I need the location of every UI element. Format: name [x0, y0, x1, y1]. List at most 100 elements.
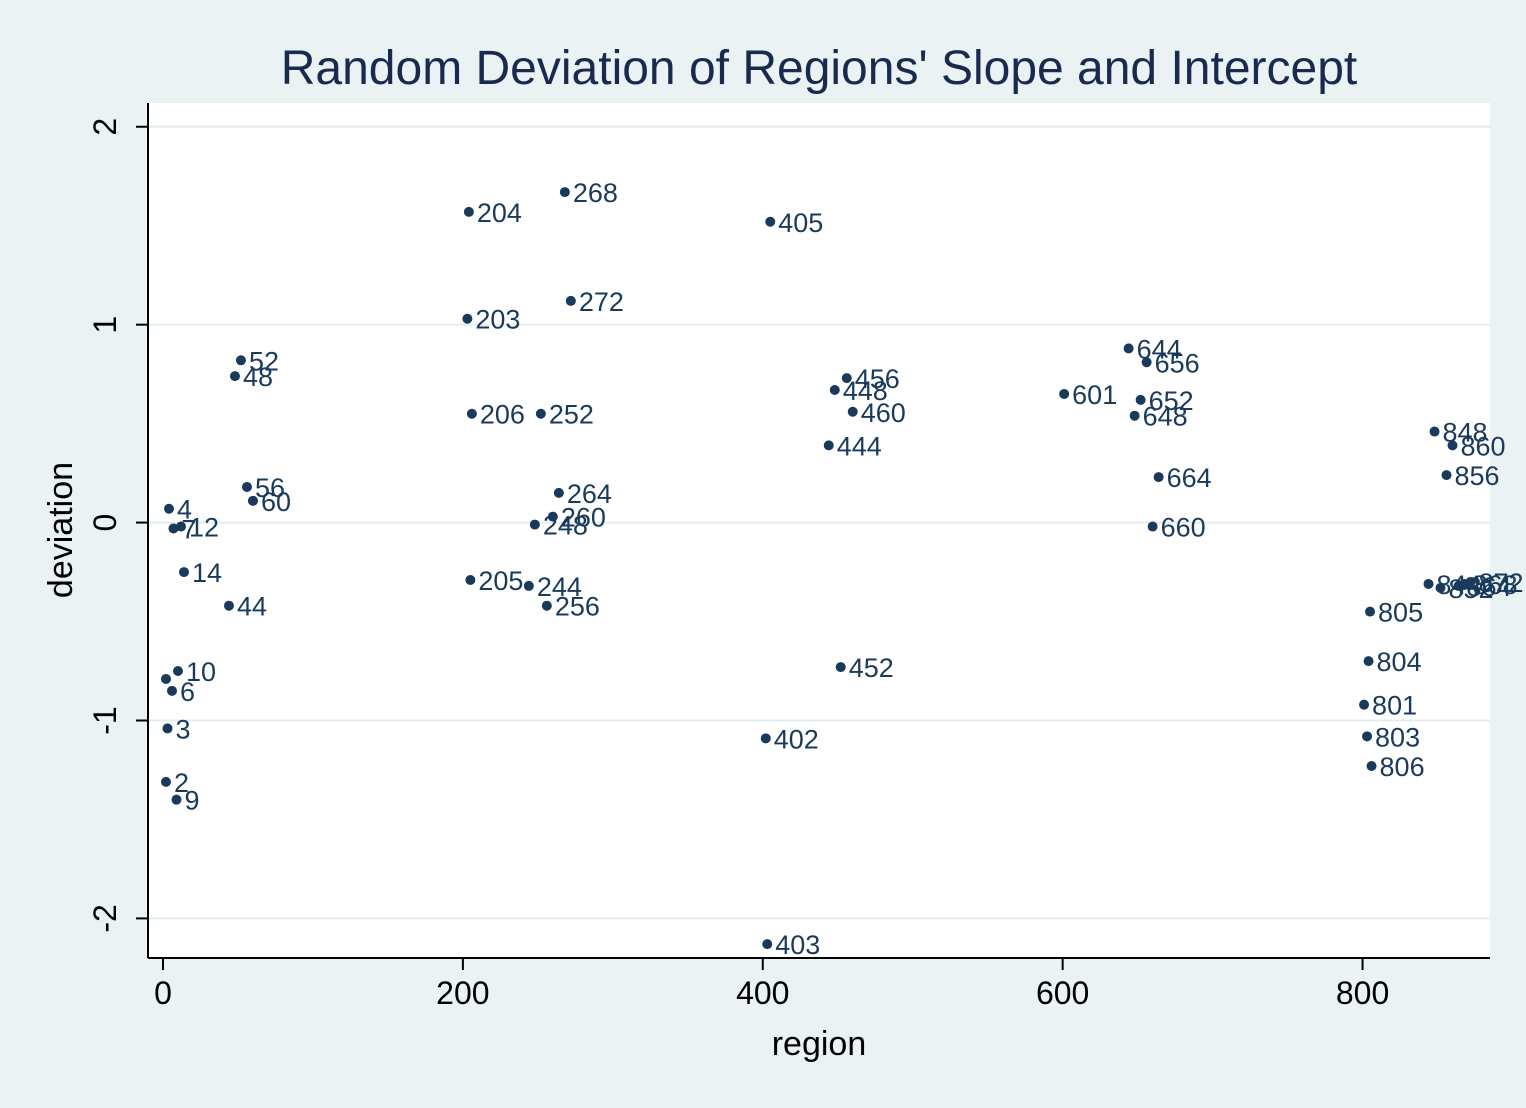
- data-point: [762, 939, 773, 950]
- y-tick-label: -1: [87, 706, 123, 734]
- data-label: 4: [177, 495, 192, 525]
- y-axis-label: deviation: [42, 462, 80, 598]
- data-label: 6: [180, 677, 195, 707]
- x-tick-label: 400: [736, 975, 789, 1011]
- data-label: 648: [1143, 402, 1188, 432]
- data-point: [553, 487, 564, 498]
- data-label: 405: [778, 208, 823, 238]
- data-point: [235, 355, 246, 366]
- data-label: 652: [1149, 386, 1194, 416]
- data-label: 856: [1455, 461, 1500, 491]
- data-label: 601: [1072, 380, 1117, 410]
- data-label: 860: [1461, 431, 1506, 461]
- data-label: 56: [255, 473, 285, 503]
- data-point: [162, 723, 173, 734]
- data-point: [1465, 576, 1476, 587]
- data-point: [1129, 410, 1140, 421]
- data-point: [229, 371, 240, 382]
- data-point: [171, 794, 182, 805]
- data-point: [178, 567, 189, 578]
- y-tick-label: 2: [87, 118, 123, 136]
- data-point: [465, 574, 476, 585]
- data-label: 801: [1372, 691, 1417, 721]
- data-point: [241, 481, 252, 492]
- data-point: [247, 495, 258, 506]
- data-label: 804: [1377, 647, 1422, 677]
- data-label: 452: [849, 653, 894, 683]
- data-label: 204: [477, 198, 522, 228]
- data-point: [163, 503, 174, 514]
- data-label: 264: [567, 479, 612, 509]
- data-point: [1447, 440, 1458, 451]
- y-tick-label: 0: [87, 514, 123, 532]
- data-point: [765, 216, 776, 227]
- data-point: [166, 685, 177, 696]
- data-point: [1141, 357, 1152, 368]
- data-point: [1441, 470, 1452, 481]
- data-label: 460: [861, 398, 906, 428]
- data-label: 206: [480, 400, 525, 430]
- data-label: 803: [1375, 722, 1420, 752]
- data-point: [535, 408, 546, 419]
- data-label: 268: [573, 178, 618, 208]
- data-label: 14: [192, 558, 222, 588]
- data-point: [466, 408, 477, 419]
- y-tick-label: -2: [87, 904, 123, 932]
- data-label: 7: [181, 515, 196, 545]
- data-label: 872: [1479, 568, 1524, 598]
- grid-lines: [148, 125, 1490, 920]
- data-point: [541, 600, 552, 611]
- data-point: [523, 580, 534, 591]
- data-label: 52: [249, 346, 279, 376]
- data-point: [223, 600, 234, 611]
- y-tick-label: 1: [87, 316, 123, 334]
- plot-area: [148, 103, 1490, 958]
- data-points: 2346791012144448525660203204205206244248…: [160, 178, 1524, 960]
- data-label: 402: [774, 724, 819, 754]
- data-point: [168, 523, 179, 534]
- data-point: [1135, 394, 1146, 405]
- data-point: [835, 662, 846, 673]
- data-point: [1365, 606, 1376, 617]
- data-point: [829, 384, 840, 395]
- data-label: 60: [261, 487, 291, 517]
- data-label: 48: [243, 362, 273, 392]
- data-point: [463, 206, 474, 217]
- data-label: 403: [775, 930, 820, 960]
- data-point: [841, 373, 852, 384]
- data-label: 256: [555, 592, 600, 622]
- data-label: 2: [174, 768, 189, 798]
- data-point: [565, 295, 576, 306]
- data-label: 252: [549, 400, 594, 430]
- data-label: 9: [184, 786, 199, 816]
- data-label: 260: [561, 503, 606, 533]
- x-tick-label: 600: [1036, 975, 1089, 1011]
- data-point: [847, 406, 858, 417]
- data-label: 806: [1380, 752, 1425, 782]
- data-point: [1435, 582, 1446, 593]
- data-label: 656: [1155, 348, 1200, 378]
- data-point: [1423, 578, 1434, 589]
- data-label: 203: [475, 305, 520, 335]
- data-label: 205: [478, 566, 523, 596]
- data-label: 868: [1473, 570, 1518, 600]
- data-point: [1153, 472, 1164, 483]
- data-point: [1363, 656, 1374, 667]
- data-point: [1362, 731, 1373, 742]
- data-label: 44: [237, 592, 267, 622]
- data-point: [529, 519, 540, 530]
- data-point: [175, 521, 186, 532]
- data-point: [160, 776, 171, 787]
- data-label: 244: [537, 572, 582, 602]
- data-label: 10: [186, 657, 216, 687]
- data-point: [1366, 761, 1377, 772]
- data-point: [462, 313, 473, 324]
- x-tick-label: 0: [154, 975, 172, 1011]
- x-tick-label: 800: [1336, 975, 1389, 1011]
- data-point: [1059, 388, 1070, 399]
- data-point: [547, 511, 558, 522]
- data-point: [559, 187, 570, 198]
- data-point: [823, 440, 834, 451]
- data-point: [172, 666, 183, 677]
